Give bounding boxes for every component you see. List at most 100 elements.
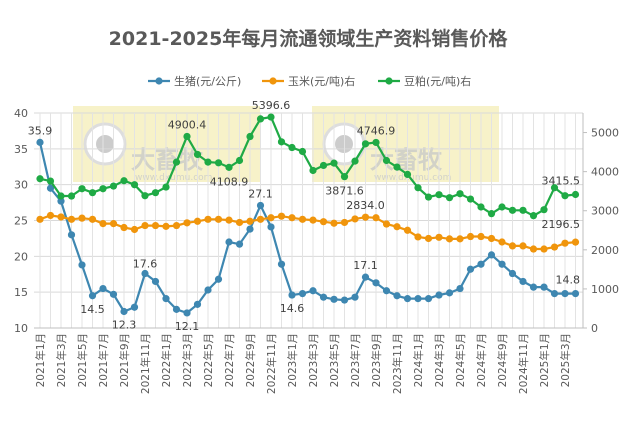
y-left-tick-label: 15: [14, 286, 28, 299]
data-point: [267, 214, 275, 222]
data-point: [477, 232, 485, 241]
data-label: 3415.5: [542, 174, 581, 187]
x-tick-label: 2021年1月: [34, 333, 47, 387]
series-line: [39, 115, 576, 217]
legend-label: 玉米(元/吨)右: [288, 74, 355, 88]
data-point: [162, 222, 170, 230]
data-point: [298, 215, 307, 223]
data-point: [414, 233, 422, 241]
data-point: [351, 215, 359, 223]
chart-title: 2021-2025年每月流通领域生产资料销售价格: [109, 27, 509, 50]
data-point: [319, 293, 328, 301]
data-point: [571, 238, 580, 246]
x-tick-label: 2023年11月: [391, 333, 404, 394]
legend-label: 生猪(元/公斤): [174, 74, 241, 88]
y-right-tick-label: 4000: [591, 166, 619, 179]
data-point: [330, 159, 338, 167]
data-point: [151, 221, 160, 230]
data-point: [372, 214, 380, 222]
data-point: [424, 234, 433, 243]
data-point: [414, 184, 422, 192]
x-tick-label: 2024年9月: [496, 333, 509, 387]
legend-item: 玉米(元/吨)右: [262, 74, 355, 88]
data-point: [309, 216, 317, 224]
x-tick-label: 2024年7月: [475, 333, 488, 387]
data-label: 12.1: [175, 320, 200, 333]
data-point: [246, 132, 254, 141]
y-right-tick-label: 2000: [591, 244, 619, 257]
data-point: [225, 163, 233, 171]
data-point: [235, 240, 244, 248]
y-right-tick-label: 1000: [591, 283, 619, 296]
y-left-tick-label: 40: [14, 107, 28, 120]
data-point: [130, 303, 139, 311]
legend: 生猪(元/公斤) 玉米(元/吨)右 豆粕(元/吨)右: [148, 74, 471, 88]
data-point: [403, 295, 412, 303]
data-point: [193, 300, 202, 308]
data-point: [571, 190, 580, 199]
data-point: [120, 223, 128, 232]
data-point: [246, 217, 254, 225]
data-point: [46, 184, 55, 192]
data-point: [330, 219, 338, 227]
data-point: [298, 290, 307, 298]
data-point: [120, 307, 128, 316]
data-label: 14.6: [280, 302, 305, 315]
data-point: [88, 292, 97, 300]
data-point: [550, 243, 559, 251]
data-point: [340, 218, 349, 227]
data-point: [193, 217, 202, 225]
data-label: 3871.6: [325, 185, 364, 198]
data-label: 4746.9: [357, 124, 396, 137]
data-point: [487, 210, 496, 218]
data-point: [109, 182, 118, 190]
data-point: [109, 290, 118, 298]
data-point: [36, 175, 44, 183]
data-point: [235, 156, 244, 165]
y-left-tick-label: 10: [14, 322, 28, 335]
data-point: [267, 223, 275, 231]
legend-item: 生猪(元/公斤): [148, 74, 241, 88]
data-point: [309, 166, 317, 175]
data-label: 5396.6: [252, 99, 291, 112]
data-point: [529, 245, 538, 253]
data-point: [414, 295, 422, 303]
x-tick-label: 2024年3月: [433, 333, 446, 387]
legend-marker-icon: [385, 77, 393, 85]
x-tick-label: 2024年1月: [412, 333, 425, 387]
legend-item: 豆粕(元/吨)右: [378, 74, 471, 88]
data-point: [235, 218, 244, 227]
data-point: [288, 143, 296, 152]
data-point: [99, 185, 107, 193]
data-point: [288, 214, 296, 222]
x-tick-label: 2021年3月: [55, 333, 68, 387]
data-point: [361, 273, 370, 281]
legend-marker-icon: [155, 77, 163, 85]
data-point: [277, 260, 286, 268]
data-point: [498, 238, 506, 246]
data-point: [340, 296, 349, 304]
data-point: [445, 289, 454, 297]
series-line: [38, 142, 576, 315]
data-point: [372, 138, 380, 147]
data-point: [330, 295, 338, 303]
data-point: [340, 173, 349, 181]
data-point: [393, 163, 401, 171]
data-point: [256, 201, 265, 210]
data-point: [550, 290, 559, 298]
x-tick-label: 2023年5月: [328, 333, 341, 387]
y-left-tick-label: 25: [14, 215, 28, 228]
data-point: [151, 189, 160, 197]
x-tick-label: 2022年5月: [202, 333, 215, 387]
data-point: [519, 242, 527, 250]
x-tick-label: 2022年1月: [160, 333, 173, 387]
data-point: [120, 177, 128, 185]
data-point: [78, 185, 86, 193]
data-point: [519, 206, 527, 214]
x-tick-label: 2025年3月: [559, 333, 572, 387]
data-point: [435, 191, 443, 199]
watermark-brand: 大畜牧: [370, 146, 443, 174]
data-point: [204, 215, 212, 223]
data-label: 2834.0: [346, 199, 385, 212]
